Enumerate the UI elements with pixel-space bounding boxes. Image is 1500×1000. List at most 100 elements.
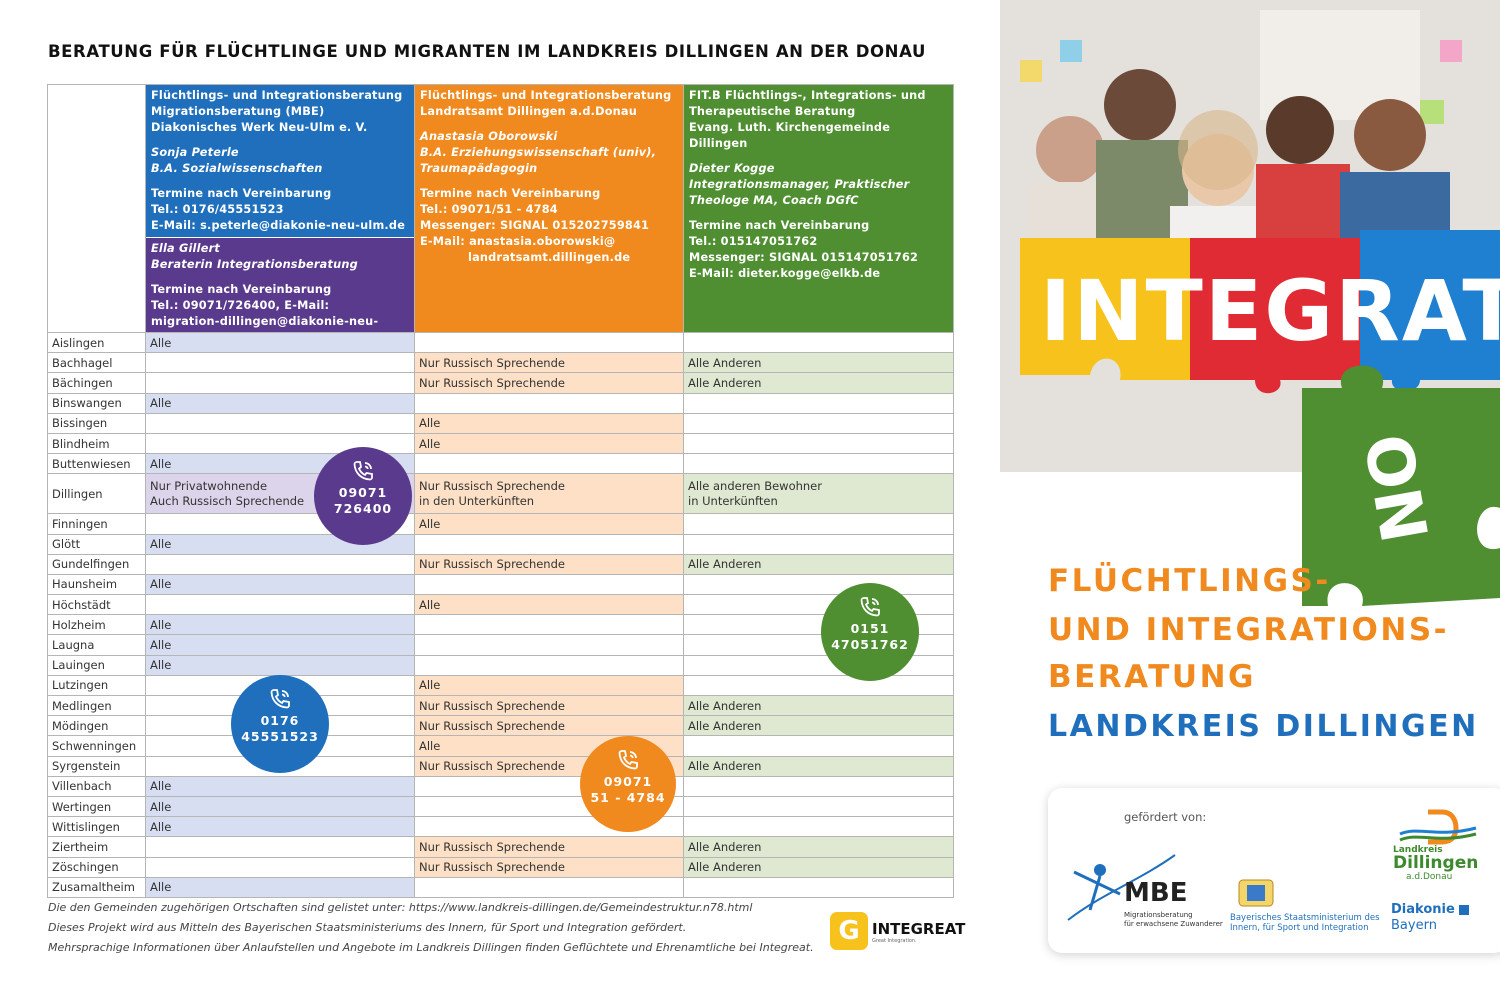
phone-bubble-blue[interactable]: 0176 45551523 [231,675,329,773]
email-link[interactable]: E-Mail: anastasia.oborowski@ [420,235,616,248]
puzzle-word: INTEGRATI [1040,262,1500,360]
town-cell: Syrgenstein [47,755,146,777]
landkreis-logo-icon [1399,809,1477,845]
fitb-cell [683,392,954,414]
landratsamt-cell [414,331,684,354]
table-row: Ziertheim Nur Russisch Sprechende Alle And… [47,836,954,858]
town-cell: Schwenningen [47,735,146,757]
diakonie-cross-icon [1459,904,1470,915]
fitb-cell: Alle Anderen [683,715,954,737]
town-cell: Villenbach [47,775,146,797]
messenger-info: Messenger: SIGNAL 015147051762 [689,251,919,264]
messenger-info: Messenger: SIGNAL 015202759841 [420,219,650,232]
mbe-cell: Alle [145,573,415,596]
fitb-cell: Alle Anderen [683,352,954,374]
bavarian-coat-of-arms-icon [1238,879,1274,907]
phone-icon [618,750,638,770]
table-row: Glött Alle [47,533,954,555]
mbe-logo: MBE [1124,878,1188,908]
table-row: Gundelfingen Nur Russisch Sprechende Alle … [47,553,954,575]
brand-line-4: LANDKREIS DILLINGEN [1048,709,1479,744]
brand-line-1: FLÜCHTLINGS- [1048,563,1331,599]
mbe-cell: Alle [145,654,415,676]
counseling-table: Flüchtlings- und Integrationsberatung Mi… [47,84,954,898]
phone-bubble-green[interactable]: 0151 47051762 [821,583,919,681]
table-row: Bachhagel Nur Russisch Sprechende Alle And… [47,352,954,374]
phone-bubble-purple[interactable]: 09071 726400 [314,447,412,545]
table-row: Laugna Alle [47,634,954,656]
sponsor-label: gefördert von: [1124,810,1207,824]
brand-line-3: BERATUNG [1048,659,1256,695]
fitb-cell: Alle Anderen [683,755,954,777]
footer-note-1: Die den Gemeinden zugehörigen Ortschafte… [48,901,753,914]
town-cell: Bissingen [47,412,146,434]
landratsamt-cell: Nur Russisch Sprechende [414,715,684,737]
table-row: Mödingen Nur Russisch Sprechende Alle Ande… [47,715,954,737]
mbe-cell [145,412,415,434]
landratsamt-cell: Alle [414,594,684,616]
phone-link[interactable]: Tel.: 09071/726400, E-Mail: [151,299,330,312]
table-header-row: Flüchtlings- und Integrationsberatung Mi… [47,84,954,333]
town-cell: Gundelfingen [47,553,146,575]
landratsamt-cell [414,876,684,898]
email-link[interactable]: E-Mail: s.peterle@diakonie-neu-ulm.de [151,219,406,232]
fitb-cell [683,735,954,757]
town-cell: Binswangen [47,392,146,414]
phone-icon [353,461,373,481]
table-row: Aislingen Alle [47,331,954,354]
table-row: Zusamaltheim Alle [47,876,954,898]
fitb-cell [683,816,954,838]
town-cell: Medlingen [47,694,146,717]
fitb-cell: Alle Anderen [683,836,954,858]
counselor-name: Dieter Kogge [689,162,775,175]
mbe-cell: Alle [145,795,415,818]
phone-link[interactable]: Tel.: 015147051762 [689,235,818,248]
landratsamt-cell: Nur Russisch Sprechende [414,836,684,858]
landratsamt-cell [414,573,684,596]
mbe-cell: Alle [145,876,415,898]
landratsamt-cell: Nur Russisch Sprechende [414,694,684,717]
town-cell: Bachhagel [47,352,146,374]
email-link[interactable]: E-Mail: dieter.kogge@elkb.de [689,267,881,280]
phone-bubble-orange[interactable]: 09071 51 - 4784 [580,736,676,832]
fitb-cell [683,876,954,898]
landratsamt-cell: Alle [414,412,684,434]
counselor-name: Ella Gillert [151,242,220,255]
landratsamt-cell: Nur Russisch Sprechende [414,553,684,575]
fitb-cell [683,533,954,555]
email-link[interactable]: migration-dillingen@diakonie-neu-ulm.de [151,315,379,332]
table-row: Medlingen Nur Russisch Sprechende Alle And… [47,694,954,717]
mbe-cell: Alle [145,775,415,797]
table-row: Dillingen Nur Privatwohnende Auch Russisch… [47,473,954,515]
fitb-cell [683,654,954,676]
landratsamt-cell: Alle [414,432,684,455]
mbe-cell [145,352,415,374]
table-row: Holzheim Alle [47,614,954,636]
fitb-cell [683,573,954,596]
fitb-cell: Alle Anderen [683,856,954,878]
town-cell: Finningen [47,513,146,535]
table-row: Bächingen Nur Russisch Sprechende Alle And… [47,372,954,394]
fitb-cell: Alle Anderen [683,694,954,717]
landratsamt-cell: Alle [414,674,684,697]
town-cell: Zusamaltheim [47,876,146,898]
phone-link[interactable]: Tel.: 0176/45551523 [151,203,284,216]
table-row: Finningen Alle [47,513,954,535]
landratsamt-cell: Alle [414,513,684,535]
town-cell: Lauingen [47,654,146,676]
footer-note-2: Dieses Projekt wird aus Mitteln des Baye… [48,921,687,934]
fitb-cell [683,674,954,697]
town-cell: Blindheim [47,432,146,455]
town-cell: Bächingen [47,372,146,394]
town-cell: Zöschingen [47,856,146,878]
table-row: Zöschingen Nur Russisch Sprechende Alle An… [47,856,954,878]
table-row: Lauingen Alle [47,654,954,676]
landratsamt-cell [414,453,684,475]
fitb-cell [683,513,954,535]
town-cell: Lutzingen [47,674,146,697]
table-row: Bissingen Alle [47,412,954,434]
phone-link[interactable]: Tel.: 09071/51 - 4784 [420,203,558,216]
town-cell: Buttenwiesen [47,453,146,475]
town-cell: Dillingen [47,473,146,515]
fitb-cell [683,775,954,797]
